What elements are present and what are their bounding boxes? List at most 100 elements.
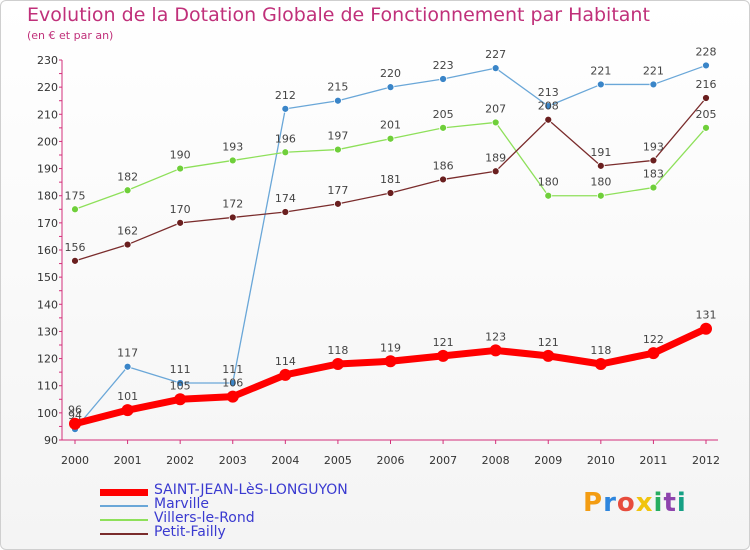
legend-swatch — [100, 489, 148, 496]
data-label: 101 — [117, 390, 138, 403]
data-point — [439, 175, 447, 184]
data-point — [596, 161, 605, 170]
data-point — [386, 189, 395, 197]
data-point — [491, 167, 500, 176]
data-point — [439, 123, 447, 132]
proxiti-logo: Proxiti — [583, 488, 687, 518]
y-tick-label: 150 — [37, 271, 58, 284]
data-label: 123 — [485, 330, 506, 343]
y-tick-label: 90 — [44, 434, 58, 447]
y-tick-label: 220 — [37, 81, 58, 94]
data-point — [123, 240, 132, 249]
data-label: 119 — [380, 341, 401, 354]
data-point — [334, 145, 342, 154]
data-label: 205 — [433, 108, 454, 121]
data-point — [596, 80, 605, 89]
data-label: 162 — [117, 225, 138, 238]
data-point — [544, 102, 553, 111]
legend-label: Petit-Failly — [154, 524, 226, 540]
y-tick-label: 190 — [37, 163, 58, 176]
x-tick-label: 2009 — [534, 454, 562, 467]
data-label: 207 — [485, 102, 506, 115]
data-point — [228, 379, 237, 387]
data-label: 172 — [222, 197, 243, 210]
data-point — [594, 358, 607, 370]
x-tick-label: 2011 — [639, 454, 667, 467]
data-label: 118 — [327, 344, 348, 357]
data-point — [334, 96, 342, 105]
data-label: 122 — [643, 333, 664, 346]
data-label: 227 — [485, 48, 506, 61]
data-label: 180 — [590, 176, 611, 189]
data-label: 186 — [433, 159, 454, 172]
data-point — [542, 349, 555, 362]
data-point — [647, 347, 660, 360]
data-label: 213 — [538, 86, 559, 99]
data-label: 212 — [275, 89, 296, 102]
data-label: 205 — [696, 108, 717, 121]
y-tick-label: 130 — [37, 325, 58, 338]
data-point — [174, 393, 187, 406]
data-point — [649, 183, 658, 192]
legend-label: Marville — [154, 496, 209, 512]
data-label: 174 — [275, 192, 296, 205]
x-tick-label: 2005 — [324, 454, 352, 467]
data-label: 182 — [117, 170, 138, 183]
data-point — [386, 134, 395, 143]
data-label: 183 — [643, 168, 664, 181]
data-point — [544, 191, 553, 200]
chart-subtitle: (en € et par an) — [27, 29, 114, 42]
data-label: 181 — [380, 173, 401, 186]
data-point — [281, 104, 290, 113]
legend-swatch — [100, 519, 148, 521]
x-tick-label: 2006 — [377, 454, 405, 467]
data-label: 220 — [380, 67, 401, 80]
y-tick-label: 180 — [37, 190, 58, 203]
data-label: 215 — [327, 81, 348, 94]
legend-swatch — [100, 533, 148, 535]
y-tick-label: 210 — [37, 108, 58, 121]
data-point — [176, 218, 185, 227]
legend-swatch — [100, 505, 148, 507]
chart-title: Evolution de la Dotation Globale de Fonc… — [27, 4, 650, 26]
data-label: 193 — [643, 140, 664, 153]
line-chart: 90 100 110 120 130 140 150 160 170 180 190 200 210 22… — [37, 45, 720, 467]
data-label: 180 — [538, 176, 559, 189]
x-tick-label: 2003 — [219, 454, 247, 467]
x-tick-label: 2007 — [429, 454, 457, 467]
data-point — [176, 164, 185, 173]
data-point — [123, 362, 132, 371]
data-point — [702, 94, 710, 102]
data-label: 106 — [222, 377, 243, 390]
data-point — [702, 123, 710, 132]
data-label: 201 — [380, 119, 401, 132]
data-point — [439, 75, 447, 83]
y-tick-label: 230 — [37, 54, 58, 67]
data-point — [281, 148, 290, 157]
data-label: 96 — [68, 404, 82, 417]
x-tick-label: 2000 — [61, 454, 89, 467]
data-point — [331, 358, 344, 370]
data-label: 197 — [327, 130, 348, 143]
y-tick-label: 100 — [37, 407, 58, 420]
data-label: 190 — [170, 149, 191, 162]
data-label: 121 — [538, 336, 559, 349]
data-point — [489, 344, 502, 357]
data-label: 228 — [696, 45, 717, 58]
legend-label: Villers-le-Rond — [154, 510, 255, 526]
y-tick-label: 140 — [37, 298, 58, 311]
data-point — [334, 199, 342, 208]
data-point — [649, 80, 658, 89]
data-point — [491, 118, 500, 127]
data-point — [123, 186, 132, 195]
x-tick-label: 2008 — [482, 454, 510, 467]
data-label: 121 — [433, 336, 454, 349]
data-label: 105 — [170, 379, 191, 392]
data-point — [71, 256, 79, 265]
y-tick-label: 110 — [37, 380, 58, 393]
x-tick-label: 2001 — [114, 454, 142, 467]
data-label: 216 — [696, 78, 717, 91]
data-label: 193 — [222, 140, 243, 153]
data-point — [228, 156, 237, 165]
data-label: 191 — [590, 146, 611, 159]
